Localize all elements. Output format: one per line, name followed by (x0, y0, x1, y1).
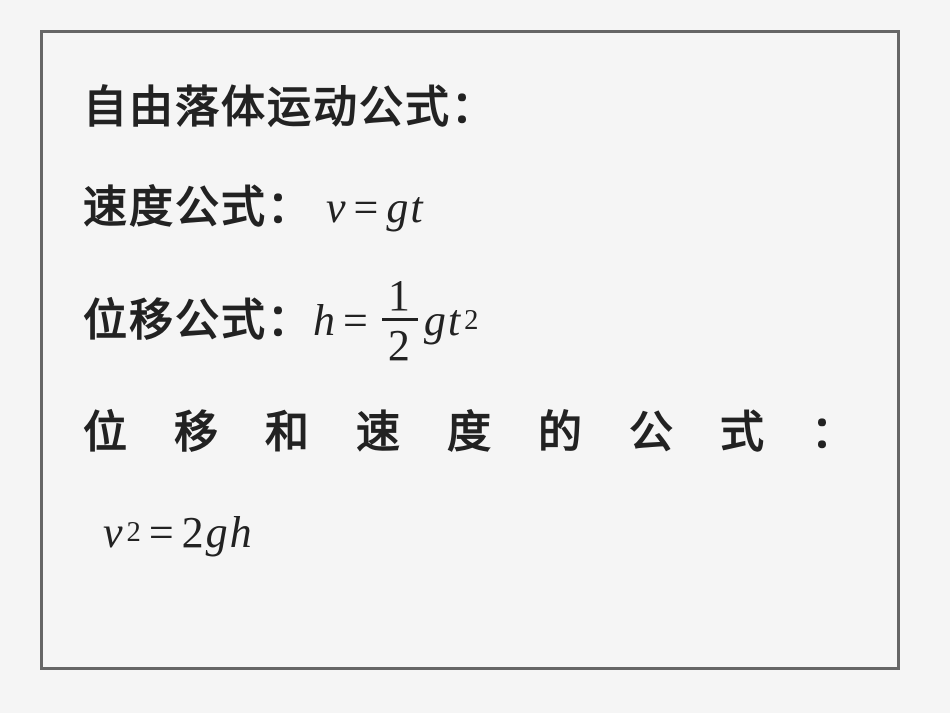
displacement-line: 位移公式： h = 1 2 g t 2 (83, 274, 857, 368)
disp-vel-formula-line: v 2 = 2 g h (83, 498, 857, 568)
displacement-row: 位移公式： h = 1 2 g t 2 (83, 274, 480, 368)
velocity-formula: v = g t (326, 173, 425, 243)
velocity-label: 速度公式： (83, 183, 313, 232)
displacement-label: 位移公式： (83, 286, 313, 356)
var-t: t (410, 173, 424, 243)
spread-char: 度 (447, 398, 493, 468)
spread-char: 移 (174, 398, 220, 468)
velocity-line: 速度公式： v = g t (83, 173, 857, 243)
disp-vel-formula: v 2 = 2 g h (103, 498, 254, 568)
equals-sign: = (337, 286, 376, 356)
var-g: g (386, 173, 410, 243)
disp-vel-label-line: 位移和速度的公式 ： (83, 398, 857, 468)
var-t: t (448, 286, 462, 356)
coef-2: 2 (182, 498, 206, 568)
spread-char: 和 (265, 398, 311, 468)
var-g: g (206, 498, 230, 568)
var-h: h (313, 286, 337, 356)
formula-box: 自由落体运动公式： 速度公式： v = g t 位移公式： h = 1 2 (40, 30, 900, 670)
exponent-2: 2 (127, 510, 143, 556)
equals-sign: = (348, 173, 387, 243)
var-v: v (326, 173, 348, 243)
frac-denominator: 2 (382, 324, 418, 368)
spread-char: ： (811, 398, 857, 468)
page: 自由落体运动公式： 速度公式： v = g t 位移公式： h = 1 2 (0, 0, 950, 713)
fraction-half: 1 2 (382, 274, 418, 368)
frac-numerator: 1 (382, 274, 418, 321)
exponent-2: 2 (464, 298, 480, 344)
spread-char: 式 (720, 398, 766, 468)
var-h: h (230, 498, 254, 568)
spread-char: 位 (83, 398, 129, 468)
displacement-formula: h = 1 2 g t 2 (313, 274, 480, 368)
var-g: g (424, 286, 448, 356)
title-text: 自由落体运动公式： (83, 83, 497, 132)
title-line: 自由落体运动公式： (83, 73, 857, 143)
equals-sign: = (143, 498, 182, 568)
var-v: v (103, 498, 125, 568)
spread-char: 的 (538, 398, 584, 468)
spread-char: 速 (356, 398, 402, 468)
spread-char: 公 (629, 398, 675, 468)
